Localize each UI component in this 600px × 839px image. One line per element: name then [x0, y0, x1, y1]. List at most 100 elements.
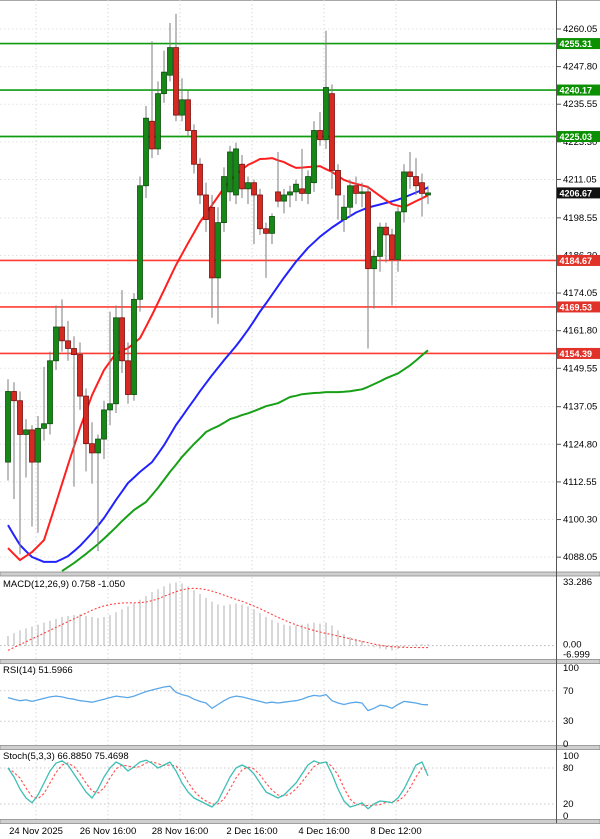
candle-bull: [95, 438, 101, 454]
candle-bull: [287, 191, 293, 196]
price-tick-label: 4161.80: [563, 326, 597, 337]
price-badge-box: [557, 84, 600, 96]
time-axis: 24 Nov 2025 26 Nov 16:00 28 Nov 16:00 2 Dec…: [9, 826, 422, 837]
candle-bull: [227, 151, 233, 193]
candle-bull: [167, 47, 173, 76]
stoch-k-line: [7, 759, 429, 810]
price-tick-label: 4112.55: [563, 477, 597, 488]
pane-separator[interactable]: [0, 659, 600, 664]
candle-bear: [125, 360, 131, 395]
candle-bear: [71, 348, 77, 356]
price-axis: 4260.05 4247.80 4235.55 4223.30 4211.05 4198.…: [556, 0, 600, 823]
price-level-badge: 4154.39: [557, 347, 600, 359]
candle-bull: [161, 71, 167, 95]
current-price-badge: 4206.67: [557, 187, 600, 199]
candle-bull: [293, 183, 299, 193]
price-tick-label: 4149.55: [563, 363, 597, 374]
price-tick-label: 4124.80: [563, 439, 597, 450]
macd-label: MACD(12,26,9) 0.758 -1.050: [3, 579, 125, 590]
candle-bear: [59, 326, 65, 342]
candle-bear: [29, 429, 35, 463]
time-label: 4 Dec 16:00: [298, 826, 349, 837]
candle-bear: [17, 400, 23, 435]
macd-axis-label: 0.00: [563, 640, 582, 651]
price-level-badge: 4169.53: [557, 301, 600, 313]
pane-separator[interactable]: [0, 819, 600, 824]
candle-bull: [107, 403, 113, 411]
candle-bear: [317, 130, 323, 141]
candle-bear: [335, 170, 341, 196]
candle-bull: [23, 429, 29, 435]
candle-bear: [173, 47, 179, 116]
candle-bull: [341, 206, 347, 220]
candle-bear: [263, 228, 269, 234]
macd-axis-label: -6.999: [563, 650, 590, 661]
candle-bull: [101, 409, 107, 440]
pane-separator[interactable]: [0, 571, 600, 577]
candle-bull: [359, 191, 365, 194]
stoch-axis-label: 0: [563, 811, 568, 822]
candle-bull: [377, 226, 383, 257]
candle-bear: [407, 171, 413, 177]
price-tick-label: 4211.05: [563, 174, 597, 185]
candle-bull: [305, 176, 311, 194]
price-badge-box: [557, 187, 600, 199]
candle-bear: [353, 185, 359, 194]
rsi-label: RSI(14) 51.5966: [3, 665, 73, 676]
price-badge-text: 4169.53: [560, 302, 593, 312]
ma-slow-line: [61, 349, 429, 572]
candle-bull: [221, 176, 227, 224]
candle-bull: [215, 222, 221, 279]
price-tick-label: 4174.05: [563, 288, 597, 299]
time-label: 24 Nov 2025: [9, 826, 63, 837]
stoch-pane: [0, 759, 556, 810]
price-tick-label: 4247.80: [563, 62, 597, 73]
rsi-axis-label: 0: [563, 739, 568, 750]
candle-bull: [401, 171, 407, 213]
rsi-pane: [0, 685, 556, 722]
price-badge-box: [557, 38, 600, 50]
price-badge-text: 4154.39: [560, 349, 593, 359]
rsi-axis-label: 70: [563, 686, 574, 697]
candle-bear: [149, 120, 155, 150]
candle-bear: [251, 182, 257, 196]
candle-bear: [389, 234, 395, 260]
stoch-axis-label: 100: [563, 751, 579, 762]
candle-bear: [419, 182, 425, 194]
price-tick-label: 4235.55: [563, 99, 597, 110]
candle-bear: [77, 354, 83, 397]
candle-bear: [413, 176, 419, 187]
candle-bull: [5, 391, 11, 463]
price-badge-box: [557, 254, 600, 266]
candle-bear: [209, 206, 215, 279]
candle-bull: [233, 148, 239, 196]
price-badge-text: 4184.67: [560, 256, 593, 266]
price-tick-label: 4137.05: [563, 402, 597, 413]
macd-axis-label: 33.286: [563, 577, 592, 588]
macd-signal-line: [7, 587, 428, 651]
rsi-line: [7, 685, 429, 712]
pane-separator[interactable]: [0, 745, 600, 750]
candle-bull: [35, 427, 41, 463]
candle-bear: [203, 194, 209, 220]
candle-bull: [155, 93, 161, 150]
price-badge-box: [557, 301, 600, 313]
rsi-axis-label: 30: [563, 716, 574, 727]
time-label: 8 Dec 12:00: [370, 826, 421, 837]
main-price-pane: [0, 13, 556, 572]
price-level-badge: 4225.03: [557, 131, 600, 143]
candle-bull: [395, 211, 401, 260]
candle-bull: [269, 216, 275, 234]
stoch-label: Stoch(5,3,3) 66.8850 75.4698: [3, 751, 129, 762]
price-level-badge: 4240.17: [557, 84, 600, 96]
candle-bull: [137, 185, 143, 300]
price-tick-label: 4198.55: [563, 213, 597, 224]
macd-pane: [0, 582, 556, 651]
candle-bull: [179, 99, 185, 116]
candle-bull: [371, 255, 377, 270]
stoch-axis-label: 20: [563, 799, 574, 810]
time-label: 28 Nov 16:00: [152, 826, 209, 837]
